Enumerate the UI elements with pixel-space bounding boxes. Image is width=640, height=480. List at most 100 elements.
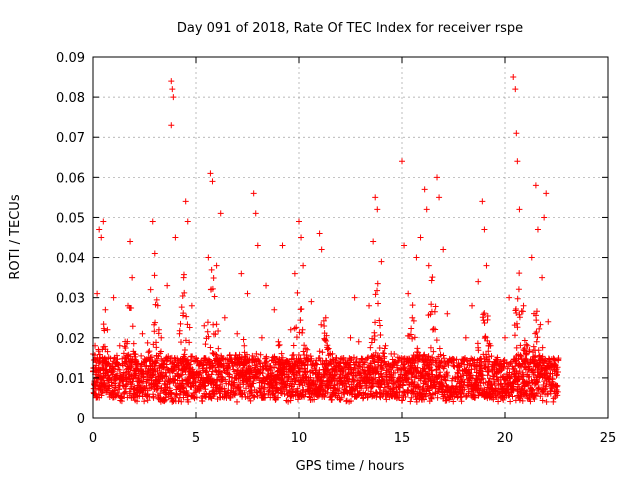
x-tick-label: 10 <box>291 431 308 446</box>
data-point <box>513 344 520 351</box>
data-point <box>169 397 176 404</box>
data-point <box>309 370 316 377</box>
data-point <box>428 395 435 402</box>
data-point <box>131 385 138 392</box>
data-point <box>294 396 301 403</box>
data-point <box>175 398 182 405</box>
data-point <box>359 366 366 373</box>
data-point <box>181 289 188 296</box>
data-point <box>547 370 554 377</box>
data-point <box>178 388 185 395</box>
data-point <box>205 254 212 261</box>
data-point <box>252 210 259 217</box>
data-point <box>116 342 123 349</box>
data-point <box>431 383 438 390</box>
data-point <box>183 313 190 320</box>
data-point <box>366 302 373 309</box>
data-point <box>358 355 365 362</box>
data-point <box>405 376 412 383</box>
data-point <box>217 210 224 217</box>
data-point <box>420 352 427 359</box>
data-point <box>511 332 518 339</box>
data-point <box>372 194 379 201</box>
data-point <box>543 190 550 197</box>
data-point <box>488 353 495 360</box>
data-point <box>296 218 302 225</box>
data-point <box>160 364 167 371</box>
data-point <box>272 379 279 386</box>
data-point <box>305 358 312 365</box>
data-point <box>534 379 541 386</box>
data-point <box>142 363 149 370</box>
data-point <box>244 351 251 358</box>
data-point <box>469 302 476 309</box>
data-point <box>337 355 344 362</box>
data-point <box>181 351 188 358</box>
data-point <box>394 358 401 365</box>
data-point <box>376 317 383 324</box>
data-point <box>507 375 514 382</box>
data-point <box>338 394 345 401</box>
data-point <box>234 330 241 337</box>
data-point <box>169 86 176 93</box>
data-point <box>127 238 134 245</box>
data-point <box>379 364 386 371</box>
data-point <box>495 398 502 405</box>
data-point <box>316 369 323 376</box>
data-point <box>180 310 187 317</box>
data-point <box>484 364 491 371</box>
x-tick-label: 25 <box>600 431 617 446</box>
data-point <box>238 270 245 277</box>
data-point <box>390 385 397 392</box>
data-point <box>246 370 253 377</box>
data-point <box>153 296 160 303</box>
data-point <box>304 368 311 375</box>
data-point <box>253 350 260 357</box>
data-point <box>437 372 444 379</box>
data-point <box>258 334 265 341</box>
data-point <box>193 354 199 361</box>
y-tick-label: 0.07 <box>56 131 85 146</box>
data-point <box>281 390 288 397</box>
data-point <box>336 385 343 392</box>
data-point <box>252 362 259 369</box>
data-point <box>378 366 385 373</box>
data-point <box>144 339 151 346</box>
data-point <box>324 389 331 396</box>
data-point <box>534 334 541 341</box>
data-point <box>481 226 488 233</box>
data-point <box>504 365 511 372</box>
data-point <box>404 375 411 382</box>
data-point <box>427 344 434 351</box>
data-point <box>531 354 538 361</box>
data-point <box>426 390 433 397</box>
data-point <box>130 340 137 347</box>
y-tick-label: 0.06 <box>56 171 85 186</box>
data-point <box>304 346 311 353</box>
data-point <box>430 325 437 332</box>
data-point <box>166 379 173 386</box>
y-tick-label: 0.04 <box>56 252 85 267</box>
data-point <box>535 384 542 391</box>
data-point <box>367 344 374 351</box>
data-point <box>234 398 241 405</box>
data-point <box>261 384 268 391</box>
data-point <box>487 342 494 349</box>
data-point <box>544 391 551 398</box>
data-point <box>415 383 422 390</box>
data-point <box>485 348 492 355</box>
data-point <box>375 300 382 307</box>
data-point <box>297 317 304 324</box>
data-point <box>383 396 390 403</box>
data-point <box>324 346 331 353</box>
data-point <box>365 384 372 391</box>
data-point <box>158 334 165 341</box>
data-point <box>104 326 111 333</box>
data-point <box>526 373 533 380</box>
data-point <box>226 371 233 378</box>
data-point <box>519 308 526 315</box>
data-point <box>208 371 215 378</box>
data-point <box>413 254 420 261</box>
data-point <box>523 388 530 395</box>
data-point <box>189 353 196 360</box>
